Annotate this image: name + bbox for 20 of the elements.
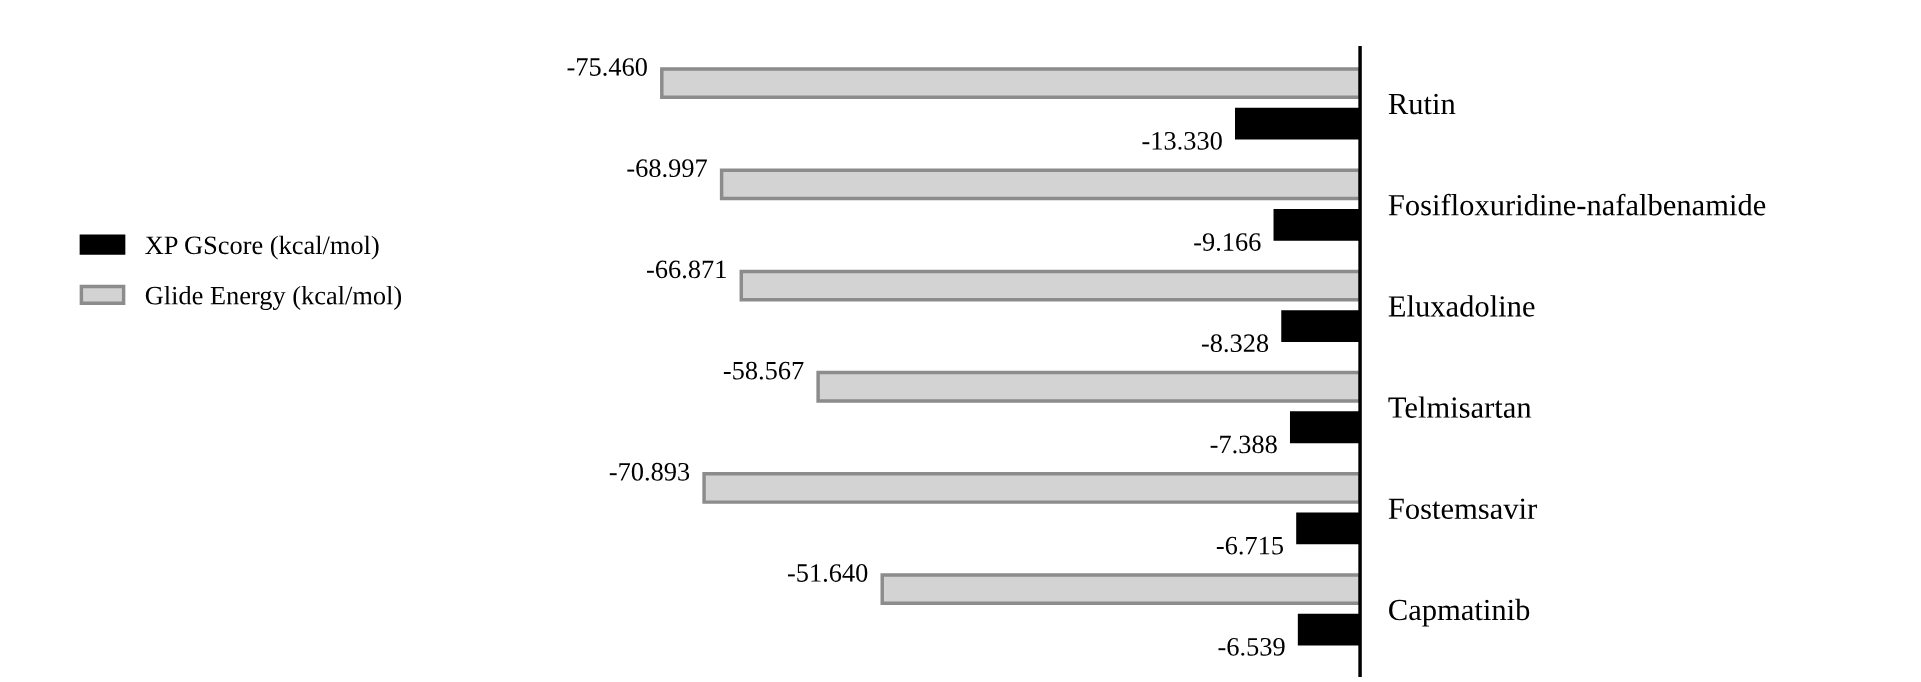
data-label: -70.893 [609, 462, 690, 481]
data-label: -51.640 [787, 564, 868, 582]
legend-label: XP GScore (kcal/mol) [145, 235, 379, 260]
data-label: -8.328 [1201, 334, 1269, 353]
data-label: -9.166 [1194, 233, 1261, 252]
data-label: -68.997 [627, 159, 707, 178]
y-tick-label: Telmisartan [1388, 396, 1532, 418]
data-label: -58.567 [723, 361, 804, 380]
legend-label: Glide Energy (kcal/mol) [145, 285, 402, 310]
data-label: -7.388 [1210, 435, 1277, 454]
data-label: -6.715 [1216, 536, 1284, 555]
data-label: -6.539 [1218, 637, 1285, 656]
data-label: -66.871 [647, 260, 726, 279]
y-tick-label: Rutin [1388, 93, 1456, 115]
y-tick-label: Fostemsavir [1388, 498, 1537, 520]
y-tick-label: Eluxadoline [1388, 295, 1535, 317]
y-tick-label: Fosifloxuridine-nafalbenamide [1388, 193, 1766, 216]
data-label: -13.330 [1142, 131, 1222, 150]
data-label: -75.460 [567, 58, 647, 76]
y-tick-label: Capmatinib [1389, 598, 1530, 627]
